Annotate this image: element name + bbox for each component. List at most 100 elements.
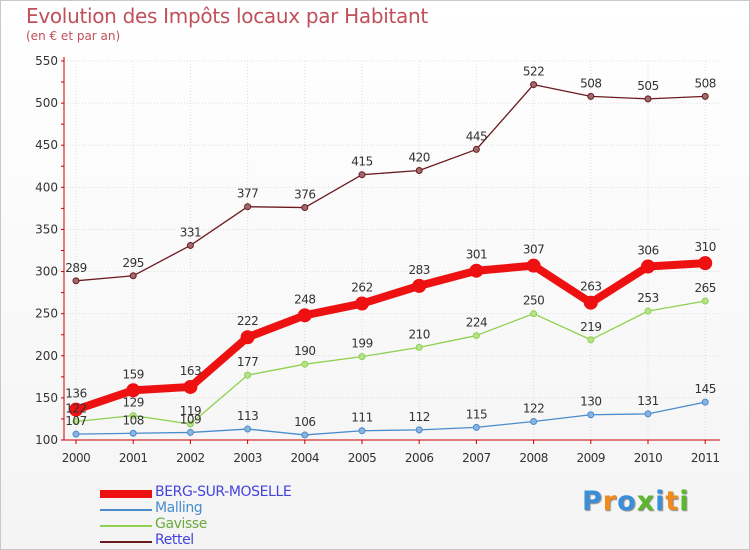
data-label-berg-sur-moselle: 159 [122, 367, 143, 381]
y-tick-label: 550 [35, 54, 58, 68]
data-point-malling [244, 425, 252, 433]
data-label-berg-sur-moselle: 263 [580, 280, 601, 294]
data-point-gavisse [472, 332, 480, 340]
series-line-rettel [75, 83, 706, 282]
data-label-berg-sur-moselle: 222 [237, 314, 258, 328]
data-label-malling: 145 [694, 382, 715, 396]
data-label-rettel: 420 [408, 150, 429, 164]
x-tick-label: 2004 [291, 451, 320, 465]
data-label-gavisse: 219 [580, 320, 601, 334]
data-point-gavisse [244, 371, 252, 379]
x-tick-label: 2009 [577, 451, 606, 465]
data-label-rettel: 377 [237, 187, 258, 201]
data-label-berg-sur-moselle: 163 [180, 364, 201, 378]
data-label-berg-sur-moselle: 248 [294, 292, 315, 306]
data-point-rettel [72, 277, 80, 285]
data-label-gavisse: 253 [637, 291, 658, 305]
series-line-malling [75, 401, 706, 436]
data-label-berg-sur-moselle: 136 [65, 387, 86, 401]
data-label-gavisse: 129 [122, 396, 143, 410]
data-point-rettel [644, 95, 652, 103]
y-tick-label: 250 [35, 307, 58, 321]
data-label-rettel: 508 [694, 76, 715, 90]
data-label-berg-sur-moselle: 262 [351, 281, 372, 295]
chart-subtitle: (en € et par an) [26, 29, 121, 43]
data-label-malling: 109 [180, 412, 201, 426]
data-label-malling: 112 [408, 410, 429, 424]
data-point-malling [587, 411, 595, 419]
data-point-malling [301, 431, 309, 439]
data-point-malling [129, 429, 137, 437]
data-label-gavisse: 119 [180, 404, 201, 418]
data-point-gavisse [587, 336, 595, 344]
data-point-gavisse [358, 353, 366, 361]
data-point-berg-sur-moselle [583, 295, 598, 310]
x-tick-label: 2002 [176, 451, 205, 465]
legend-label-malling: Malling [155, 500, 203, 516]
data-point-berg-sur-moselle [641, 259, 655, 274]
x-tick-label: 2007 [462, 451, 491, 465]
data-label-rettel: 505 [637, 79, 658, 93]
data-label-berg-sur-moselle: 307 [523, 243, 544, 257]
data-point-malling [358, 427, 366, 435]
data-label-berg-sur-moselle: 310 [694, 240, 715, 254]
data-label-malling: 107 [65, 414, 86, 428]
data-label-malling: 131 [637, 394, 658, 408]
data-label-gavisse: 190 [294, 344, 315, 358]
series-line-berg-sur-moselle [74, 259, 706, 414]
data-point-rettel [129, 272, 137, 280]
data-point-gavisse [644, 307, 652, 315]
data-point-rettel [587, 92, 595, 100]
x-tick-label: 2005 [348, 451, 377, 465]
data-label-gavisse: 122 [65, 401, 86, 415]
data-label-gavisse: 224 [466, 316, 487, 330]
data-point-gavisse [530, 310, 538, 318]
data-point-malling [644, 410, 652, 418]
legend-swatch-berg-sur-moselle [100, 490, 152, 498]
x-tick-label: 2011 [691, 451, 720, 465]
y-tick-label: 500 [35, 96, 58, 110]
data-label-malling: 115 [466, 407, 487, 421]
data-label-rettel: 376 [294, 188, 315, 202]
data-point-rettel [701, 92, 709, 100]
x-tick-label: 2010 [634, 451, 663, 465]
data-point-rettel [530, 81, 538, 89]
y-tick-label: 450 [35, 138, 58, 152]
proxiti-logo: Proxiti [582, 486, 690, 517]
data-label-rettel: 415 [351, 155, 372, 169]
legend-label-rettel: Rettel [155, 532, 194, 548]
data-label-gavisse: 265 [694, 281, 715, 295]
data-label-malling: 111 [351, 411, 372, 425]
data-point-berg-sur-moselle [526, 258, 541, 273]
x-tick-label: 2006 [405, 451, 434, 465]
data-point-malling [186, 428, 194, 436]
data-point-gavisse [415, 343, 423, 351]
x-tick-label: 2000 [62, 451, 91, 465]
x-tick-label: 2003 [233, 451, 262, 465]
y-tick-label: 150 [35, 391, 58, 405]
data-point-rettel [244, 203, 252, 211]
data-point-berg-sur-moselle [412, 278, 427, 293]
data-point-berg-sur-moselle [69, 402, 83, 417]
data-point-berg-sur-moselle [469, 263, 484, 278]
y-tick-label: 400 [35, 180, 58, 194]
data-label-malling: 108 [122, 413, 143, 427]
data-point-berg-sur-moselle [240, 330, 255, 345]
y-tick-label: 200 [35, 349, 58, 363]
data-label-gavisse: 250 [523, 294, 544, 308]
data-point-malling [415, 426, 423, 434]
data-label-berg-sur-moselle: 283 [408, 263, 429, 277]
x-tick-label: 2008 [519, 451, 548, 465]
data-point-gavisse [129, 412, 137, 420]
data-point-berg-sur-moselle [126, 383, 141, 398]
data-point-gavisse [701, 297, 709, 305]
data-label-malling: 122 [523, 401, 544, 415]
legend-label-gavisse: Gavisse [155, 516, 208, 532]
data-point-gavisse [186, 420, 194, 428]
data-point-gavisse [72, 417, 80, 425]
data-label-malling: 113 [237, 409, 258, 423]
data-point-rettel [186, 241, 194, 249]
data-point-berg-sur-moselle [183, 379, 198, 394]
data-label-berg-sur-moselle: 306 [637, 244, 658, 258]
